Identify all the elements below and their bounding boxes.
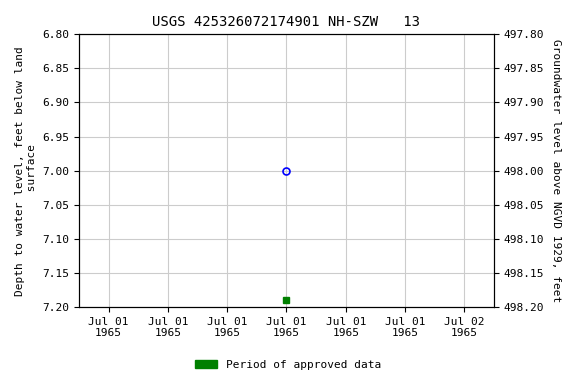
Y-axis label: Depth to water level, feet below land
 surface: Depth to water level, feet below land su… xyxy=(15,46,37,296)
Legend: Period of approved data: Period of approved data xyxy=(191,356,385,375)
Title: USGS 425326072174901 NH-SZW   13: USGS 425326072174901 NH-SZW 13 xyxy=(153,15,420,29)
Y-axis label: Groundwater level above NGVD 1929, feet: Groundwater level above NGVD 1929, feet xyxy=(551,39,561,302)
